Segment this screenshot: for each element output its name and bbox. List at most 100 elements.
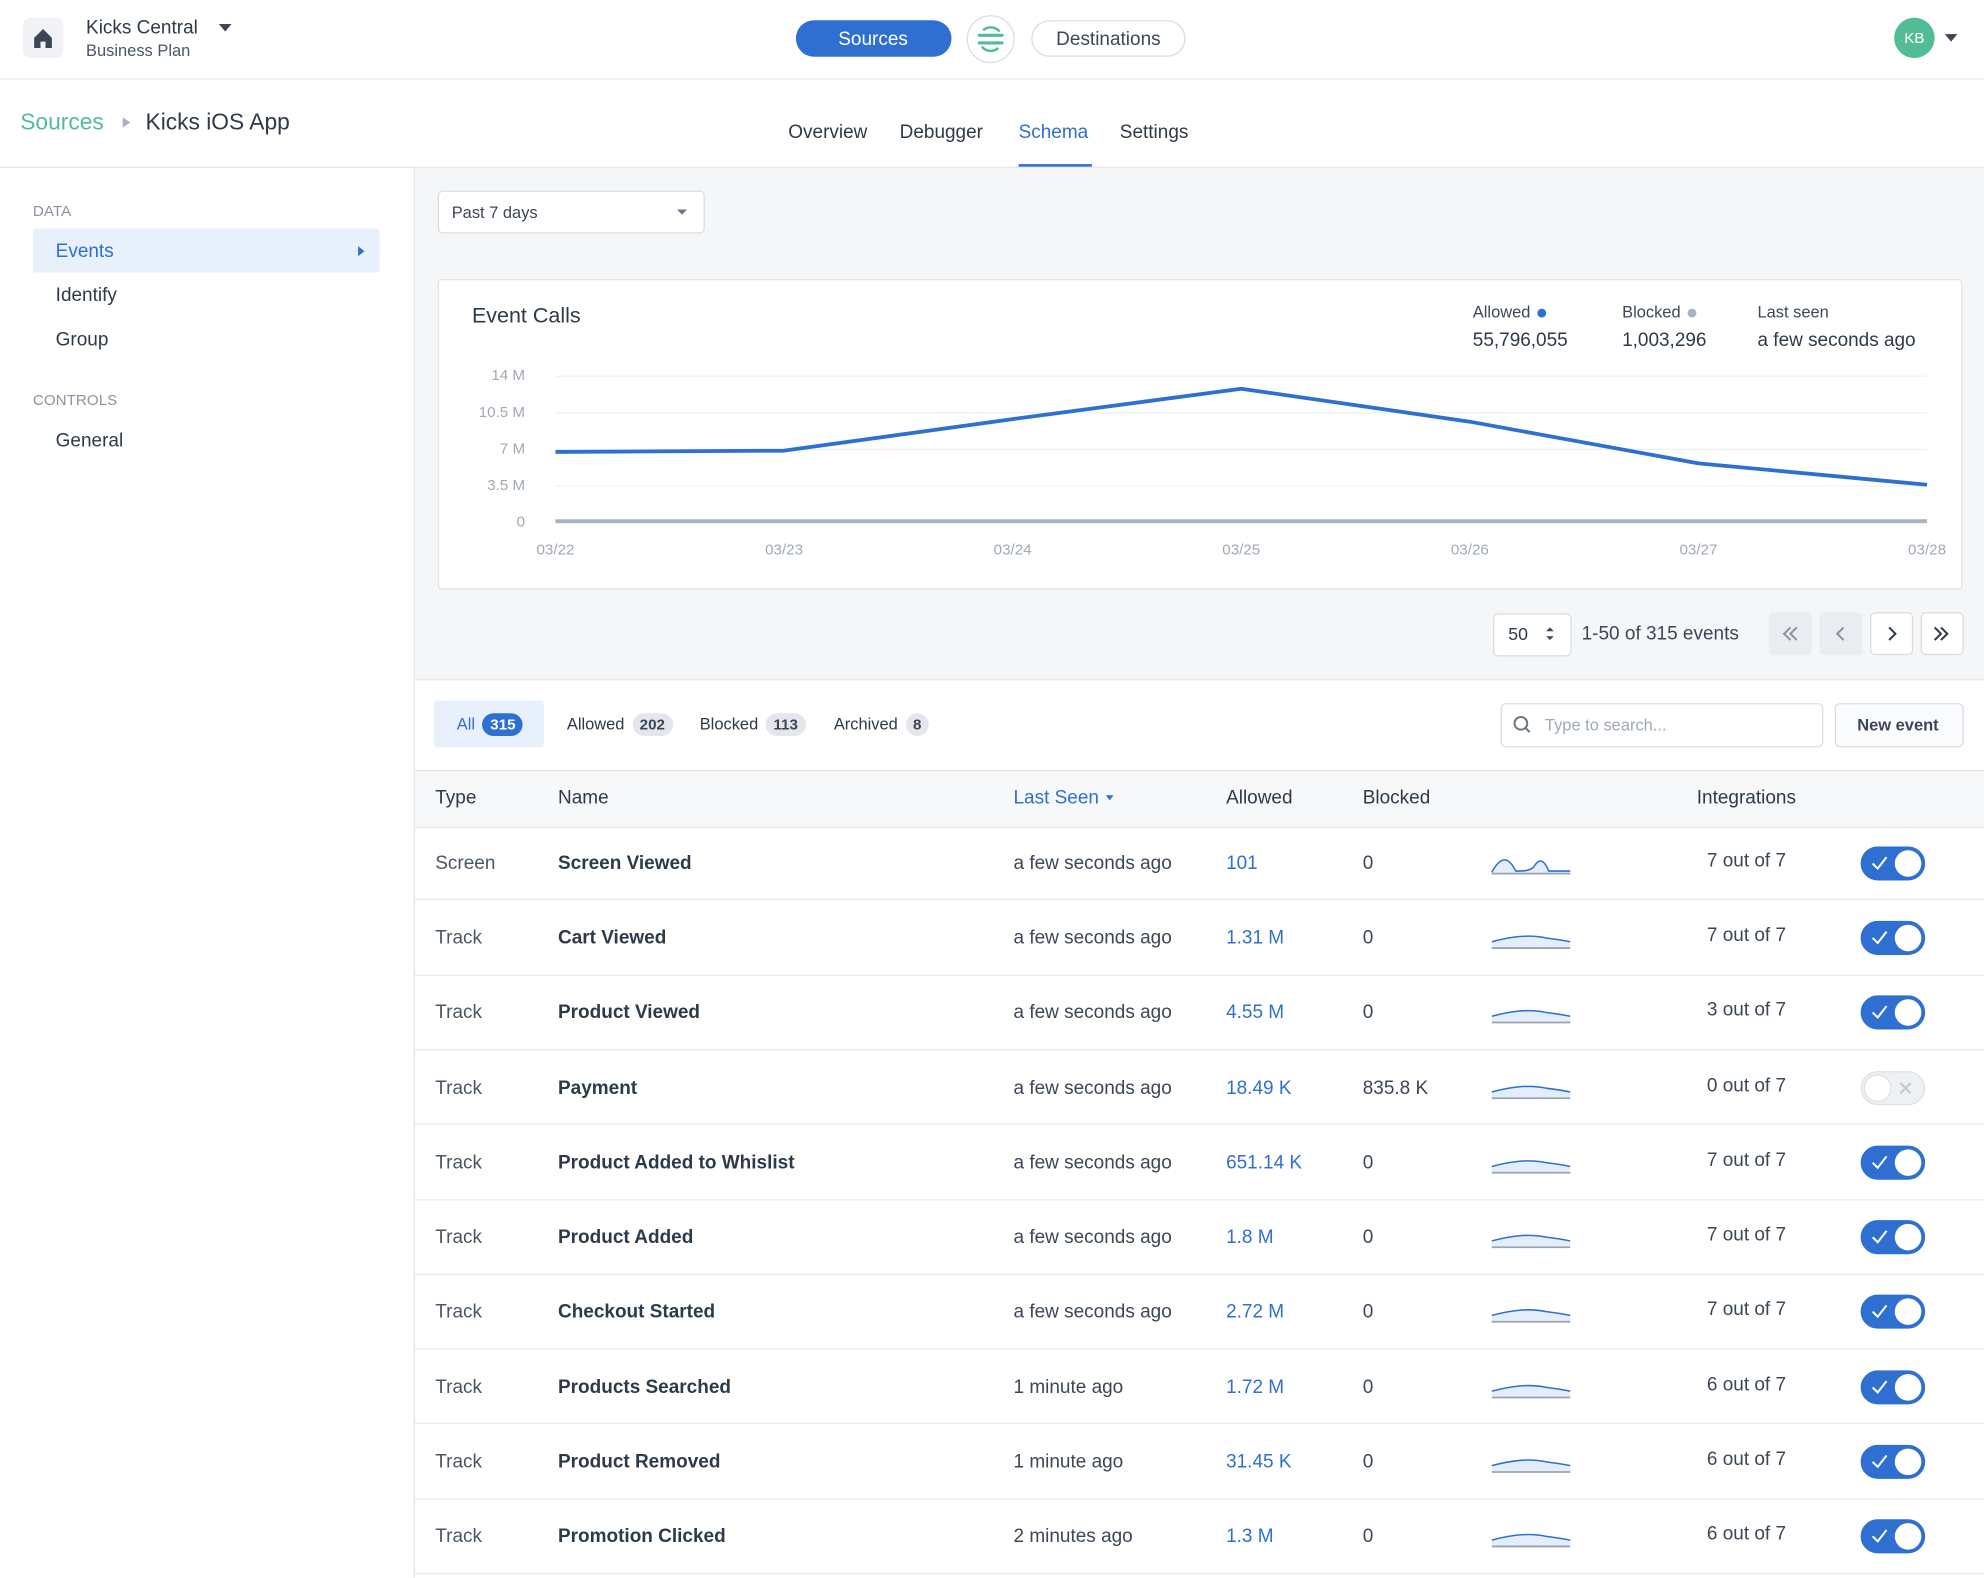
avatar-initials[interactable]: KB — [1904, 29, 1925, 47]
event-name[interactable]: Products Searched — [557, 1376, 731, 1398]
column-header[interactable]: Integrations — [1696, 787, 1796, 809]
allowed-count[interactable]: 31.45 K — [1226, 1451, 1292, 1473]
toggle-knob — [1894, 1523, 1922, 1551]
filter-label[interactable]: All — [456, 714, 476, 734]
toggle-icon — [1871, 1155, 1888, 1170]
x-tick-label: 03/25 — [1222, 541, 1260, 558]
page-size[interactable]: 50 — [1508, 623, 1528, 644]
icon — [1782, 626, 1798, 641]
event-type: Track — [435, 927, 483, 949]
column-header[interactable]: Last Seen — [1013, 787, 1099, 809]
filter-tab[interactable]: Allowed 202 — [567, 713, 673, 736]
enable-toggle[interactable] — [1860, 1369, 1926, 1405]
column-header[interactable]: Type — [435, 787, 477, 809]
date-range-label[interactable]: Past 7 days — [451, 202, 538, 222]
org-name[interactable]: Kicks Central — [86, 17, 198, 39]
filter-tab[interactable]: Blocked 113 — [700, 713, 806, 736]
sparkline-line — [1491, 1085, 1571, 1093]
enable-toggle[interactable] — [1860, 920, 1926, 955]
event-type: Track — [435, 1002, 483, 1024]
allowed-count[interactable]: 18.49 K — [1226, 1076, 1292, 1099]
allowed-count[interactable]: 1.31 M — [1226, 927, 1285, 949]
x-tick-label: 03/26 — [1451, 541, 1489, 558]
column-header[interactable]: Name — [557, 787, 609, 809]
allowed-count[interactable]: 101 — [1226, 852, 1258, 874]
nav-destinations-label[interactable]: Destinations — [1056, 28, 1161, 50]
nav-sources[interactable] — [795, 20, 952, 57]
allowed-count[interactable]: 1.3 M — [1226, 1526, 1274, 1548]
prev-page-button[interactable] — [1819, 612, 1863, 656]
date-range-select[interactable] — [437, 190, 705, 234]
enable-toggle[interactable] — [1860, 1220, 1926, 1255]
new-event-button[interactable] — [1834, 703, 1964, 748]
home-button[interactable] — [22, 17, 64, 59]
event-name[interactable]: Product Removed — [557, 1451, 721, 1473]
row-divider — [415, 1572, 1984, 1575]
row-divider — [415, 1423, 1984, 1425]
event-name[interactable]: Promotion Clicked — [557, 1526, 726, 1548]
row-divider — [415, 1198, 1984, 1200]
row-divider — [415, 1273, 1984, 1275]
avatar[interactable] — [1894, 17, 1935, 59]
sidebar-item[interactable]: General — [55, 429, 124, 452]
filter-tab[interactable]: All 315 — [456, 713, 524, 736]
filter-label[interactable]: Allowed — [566, 714, 625, 734]
tab[interactable]: Debugger — [899, 121, 983, 144]
enable-toggle[interactable] — [1860, 845, 1926, 881]
blocked-count: 0 — [1362, 1526, 1374, 1548]
sparkline-line — [1491, 1459, 1571, 1467]
integrations: 7 out of 7 — [1706, 1298, 1787, 1321]
filter-tab[interactable]: Archived 8 — [833, 713, 930, 736]
sparkline-line — [1491, 1234, 1571, 1242]
allowed-count[interactable]: 1.8 M — [1226, 1226, 1274, 1249]
column-header[interactable]: Allowed — [1226, 787, 1293, 809]
sidebar-item[interactable]: Group — [55, 328, 109, 351]
allowed-count[interactable]: 1.72 M — [1226, 1376, 1285, 1398]
enable-toggle[interactable] — [1860, 1519, 1926, 1554]
search-placeholder[interactable]: Type to search... — [1544, 715, 1667, 735]
enable-toggle[interactable] — [1860, 1295, 1926, 1330]
new-event-label[interactable]: New event — [1857, 715, 1939, 735]
breadcrumb-link[interactable]: Sources — [20, 109, 104, 135]
search-box[interactable] — [1500, 703, 1824, 748]
toggle-knob — [1894, 849, 1922, 877]
page-size-select[interactable] — [1493, 613, 1572, 657]
event-name[interactable]: Product Viewed — [557, 1002, 701, 1024]
event-name[interactable]: Checkout Started — [557, 1301, 716, 1323]
allowed-count[interactable]: 651.14 K — [1226, 1151, 1303, 1174]
tab[interactable]: Overview — [788, 121, 868, 144]
enable-toggle[interactable] — [1860, 1070, 1926, 1105]
event-name[interactable]: Screen Viewed — [557, 852, 692, 874]
chart: Event Calls Allowed 55,796,055 Blocked 1,003… — [472, 303, 1946, 558]
first-page-button[interactable] — [1768, 612, 1812, 656]
last-page-button[interactable] — [1920, 612, 1964, 656]
filter-label[interactable]: Archived — [833, 714, 898, 734]
event-name[interactable]: Payment — [557, 1076, 638, 1099]
filter-label[interactable]: Blocked — [699, 714, 759, 734]
toggle-icon — [1899, 1081, 1912, 1094]
tab[interactable]: Settings — [1119, 121, 1189, 144]
nav-destinations[interactable] — [1031, 20, 1186, 57]
allowed-count[interactable]: 4.55 M — [1226, 1002, 1285, 1024]
next-page-button[interactable] — [1870, 612, 1914, 656]
allowed-count[interactable]: 2.72 M — [1226, 1301, 1285, 1323]
enable-toggle[interactable] — [1860, 1444, 1926, 1479]
enable-toggle[interactable] — [1860, 995, 1926, 1030]
tab[interactable]: Schema — [1018, 121, 1089, 144]
column-header[interactable]: Blocked — [1362, 787, 1431, 809]
enable-toggle[interactable] — [1860, 1145, 1926, 1180]
last-seen: a few seconds ago — [1013, 1301, 1172, 1323]
event-name[interactable]: Product Added — [557, 1226, 694, 1249]
event-type: Screen — [435, 852, 496, 874]
nav-sources-label[interactable]: Sources — [838, 28, 908, 50]
event-name[interactable]: Cart Viewed — [557, 927, 667, 949]
sidebar-item[interactable]: Identify — [55, 284, 117, 307]
home-icon — [34, 29, 52, 48]
sidebar-item[interactable]: Events — [55, 240, 114, 262]
last-seen: a few seconds ago — [1013, 1002, 1172, 1024]
blocked-count: 0 — [1362, 1451, 1374, 1473]
sidebar-border — [413, 166, 416, 1578]
integrations: 6 out of 7 — [1706, 1523, 1787, 1545]
event-name[interactable]: Product Added to Whislist — [557, 1151, 795, 1174]
blocked-count: 0 — [1362, 1301, 1374, 1323]
